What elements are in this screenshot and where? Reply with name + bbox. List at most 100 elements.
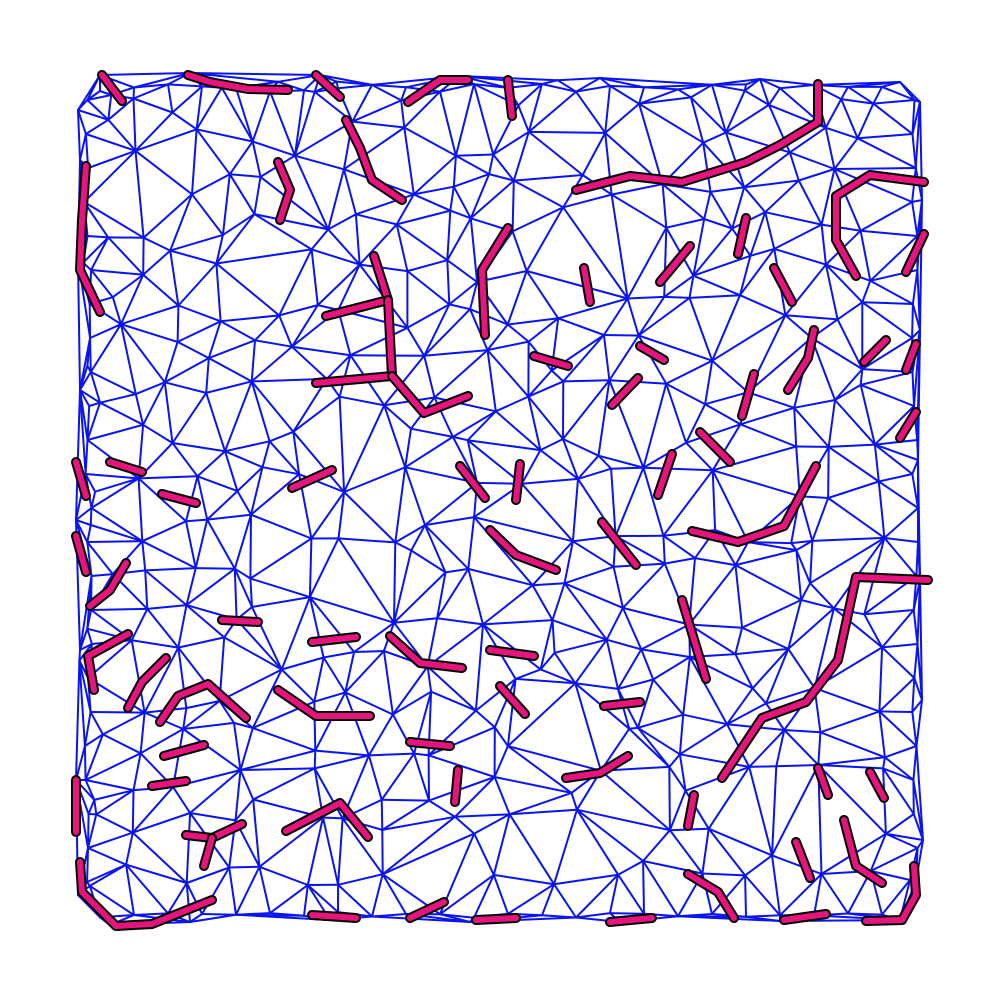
mesh-edge	[556, 77, 601, 82]
mesh-edge	[840, 98, 859, 140]
mesh-edge	[678, 723, 728, 756]
mesh-edge	[869, 832, 887, 872]
mesh-edge	[473, 516, 574, 543]
mesh-edge	[872, 99, 916, 105]
mesh-edge	[381, 815, 456, 876]
mesh-edge	[911, 711, 918, 747]
mesh-edge	[344, 691, 370, 757]
mesh-edge	[859, 201, 914, 232]
mesh-edge	[787, 599, 803, 650]
mesh-edge	[492, 813, 511, 876]
mesh-edge	[120, 304, 180, 326]
mesh-edge	[393, 617, 439, 624]
mesh-edge	[95, 813, 134, 834]
mesh-edge	[205, 380, 253, 394]
mesh-edge	[692, 218, 706, 277]
mesh-edge	[86, 541, 114, 576]
mesh-edge	[734, 647, 790, 656]
highlighted-path-fill	[897, 409, 919, 441]
mesh-edge	[221, 213, 256, 236]
mesh-edge	[912, 779, 924, 841]
highlighted-path-fill	[387, 633, 465, 671]
highlighted-path-fill	[107, 459, 145, 475]
mesh-edge	[233, 567, 252, 580]
mesh-edge	[250, 380, 295, 433]
mesh-edge	[446, 259, 451, 306]
mesh-edge	[809, 582, 835, 610]
mesh-edge	[228, 173, 256, 216]
mesh-edge	[912, 813, 924, 841]
mesh-edge	[218, 700, 235, 724]
mesh-edge	[525, 270, 560, 320]
mesh-edge	[562, 334, 605, 383]
mesh-edge	[206, 513, 252, 521]
mesh-edge	[406, 259, 449, 273]
mesh-edge	[486, 340, 530, 352]
mesh-edge	[707, 827, 747, 877]
mesh-edge	[337, 537, 397, 544]
mesh-edge	[563, 540, 574, 585]
mesh-edge	[84, 473, 140, 480]
mesh-edge	[228, 173, 262, 178]
highlighted-path-fill	[313, 72, 343, 100]
mesh-edge	[711, 469, 717, 532]
mesh-edge	[610, 193, 629, 300]
mesh-edge	[834, 383, 862, 401]
mesh-edge	[640, 648, 691, 658]
highlighted-path-outline	[571, 79, 823, 195]
mesh-edge	[75, 507, 93, 521]
mesh-edge	[562, 193, 613, 209]
mesh-edge	[306, 816, 324, 886]
mesh-edge	[734, 541, 750, 567]
mesh-edge	[182, 707, 188, 730]
mesh-edge	[553, 651, 577, 685]
mesh-edge	[327, 168, 345, 231]
mesh-edge	[775, 729, 786, 768]
mesh-edge	[261, 466, 301, 476]
mesh-edge	[182, 721, 235, 730]
mesh-edge	[793, 406, 798, 448]
mesh-edge	[771, 764, 820, 857]
mesh-edge	[351, 120, 406, 129]
mesh-edge	[90, 607, 149, 611]
mesh-edge	[90, 507, 144, 543]
mesh-edge	[215, 262, 222, 323]
mesh-edge	[250, 473, 301, 516]
mesh-edge	[711, 423, 742, 472]
mesh-edge	[132, 97, 174, 114]
mesh-edge	[224, 380, 253, 453]
mesh-edge	[562, 206, 629, 300]
mesh-edge	[342, 126, 406, 171]
highlighted-path-fill	[309, 912, 359, 921]
mesh-edge	[424, 524, 470, 570]
mesh-edge	[144, 569, 149, 610]
mesh-edge	[508, 813, 555, 886]
mesh-edge	[609, 873, 620, 915]
mesh-edge	[436, 571, 447, 620]
mesh-edge	[134, 149, 193, 196]
mesh-edge	[310, 228, 330, 251]
mesh-edge	[576, 808, 645, 862]
mesh-edge	[872, 85, 883, 105]
mesh-edge	[292, 430, 346, 493]
mesh-edge	[143, 646, 180, 714]
mesh-edge	[466, 439, 523, 485]
mesh-edge	[836, 301, 864, 321]
mesh-edge	[747, 541, 798, 552]
mesh-edge	[467, 567, 534, 587]
mesh-edge	[562, 379, 611, 440]
mesh-edge	[711, 83, 727, 134]
mesh-edge	[553, 808, 578, 886]
mesh-edge	[83, 201, 145, 239]
mesh-edge	[744, 874, 747, 918]
mesh-edge	[911, 473, 919, 509]
mesh-edge	[89, 524, 144, 543]
mesh-edge	[493, 677, 517, 729]
mesh-edge	[668, 765, 687, 792]
mesh-edge	[492, 153, 515, 182]
mesh-edge	[626, 297, 640, 337]
highlighted-path	[477, 223, 513, 340]
mesh-edge	[250, 513, 313, 540]
highlighted-path-fill	[487, 527, 559, 573]
mesh-edge	[795, 539, 814, 552]
